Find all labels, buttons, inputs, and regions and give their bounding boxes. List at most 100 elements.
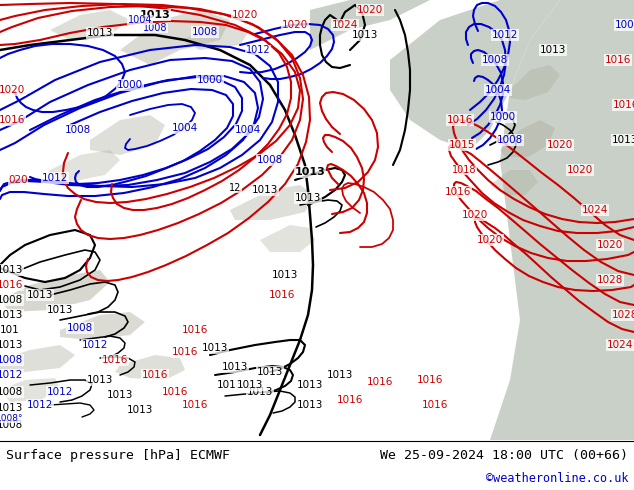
Text: 1013: 1013 xyxy=(540,45,566,55)
Polygon shape xyxy=(180,25,250,50)
Text: 1013: 1013 xyxy=(295,193,321,203)
Text: 1013: 1013 xyxy=(0,403,23,413)
Text: 1016: 1016 xyxy=(162,387,188,397)
Text: 1004: 1004 xyxy=(485,85,511,95)
Text: 1013: 1013 xyxy=(87,375,113,385)
Text: 1016: 1016 xyxy=(0,115,25,125)
Text: 1013: 1013 xyxy=(47,305,73,315)
Text: 1013: 1013 xyxy=(327,370,353,380)
Text: 1013: 1013 xyxy=(0,340,23,350)
Text: 1008: 1008 xyxy=(67,323,93,333)
Text: 1000: 1000 xyxy=(490,112,516,122)
Text: Surface pressure [hPa] ECMWF: Surface pressure [hPa] ECMWF xyxy=(6,448,230,462)
Text: 1013: 1013 xyxy=(27,290,53,300)
Text: 1008: 1008 xyxy=(65,125,91,135)
Text: 1016: 1016 xyxy=(182,400,208,410)
Text: 1008: 1008 xyxy=(143,23,167,33)
Text: 1016: 1016 xyxy=(269,290,295,300)
Text: 1020: 1020 xyxy=(0,85,25,95)
Text: 1013: 1013 xyxy=(272,270,298,280)
Polygon shape xyxy=(260,225,315,252)
Text: 1016: 1016 xyxy=(447,115,473,125)
Text: 1024: 1024 xyxy=(607,340,633,350)
Text: 1015: 1015 xyxy=(449,140,476,150)
Text: 1008: 1008 xyxy=(615,20,634,30)
Text: 1012: 1012 xyxy=(27,400,53,410)
Polygon shape xyxy=(0,345,75,372)
Polygon shape xyxy=(490,170,538,195)
Text: 1013: 1013 xyxy=(107,390,133,400)
Polygon shape xyxy=(115,355,185,380)
Text: 020: 020 xyxy=(8,175,28,185)
Text: 1000: 1000 xyxy=(197,75,223,85)
Text: 1008: 1008 xyxy=(482,55,508,65)
Polygon shape xyxy=(310,0,430,50)
Text: 1013: 1013 xyxy=(297,380,323,390)
Text: 1020: 1020 xyxy=(462,210,488,220)
Text: 1013: 1013 xyxy=(202,343,228,353)
Text: 1013: 1013 xyxy=(0,310,23,320)
Text: 1013: 1013 xyxy=(237,380,263,390)
Text: 1008: 1008 xyxy=(0,355,23,365)
Text: 1020: 1020 xyxy=(357,5,383,15)
Text: ©weatheronline.co.uk: ©weatheronline.co.uk xyxy=(486,471,628,485)
Text: 1020: 1020 xyxy=(477,235,503,245)
Polygon shape xyxy=(480,0,634,440)
Text: 1008: 1008 xyxy=(0,387,23,397)
Text: 1013: 1013 xyxy=(127,405,153,415)
Text: 1016: 1016 xyxy=(417,375,443,385)
Polygon shape xyxy=(0,270,110,312)
Text: 1008: 1008 xyxy=(257,155,283,165)
Text: 1004: 1004 xyxy=(235,125,261,135)
Text: 1013: 1013 xyxy=(295,167,325,177)
Text: 1004: 1004 xyxy=(127,15,152,25)
Text: 1012: 1012 xyxy=(47,387,73,397)
Polygon shape xyxy=(510,65,560,100)
Text: 1013: 1013 xyxy=(252,185,278,195)
Text: 1013: 1013 xyxy=(352,30,378,40)
Text: 1028: 1028 xyxy=(612,310,634,320)
Polygon shape xyxy=(120,10,230,65)
Text: 12: 12 xyxy=(229,183,241,193)
Text: 1028: 1028 xyxy=(597,275,623,285)
Text: 1016: 1016 xyxy=(337,395,363,405)
Text: 1020: 1020 xyxy=(567,165,593,175)
Text: 1016: 1016 xyxy=(102,355,128,365)
Text: 1016: 1016 xyxy=(367,377,393,387)
Text: 1024: 1024 xyxy=(582,205,608,215)
Text: 1012: 1012 xyxy=(82,340,108,350)
Text: 1016: 1016 xyxy=(172,347,198,357)
Text: 101: 101 xyxy=(0,325,20,335)
Polygon shape xyxy=(545,0,634,60)
Polygon shape xyxy=(0,378,60,402)
Text: 1013: 1013 xyxy=(0,265,23,275)
Text: 1024: 1024 xyxy=(332,20,358,30)
Text: 1012: 1012 xyxy=(246,45,270,55)
Text: 1020: 1020 xyxy=(232,10,258,20)
Text: 1016: 1016 xyxy=(142,370,168,380)
Text: 1000: 1000 xyxy=(117,80,143,90)
Text: 1016: 1016 xyxy=(605,55,631,65)
Text: 1008: 1008 xyxy=(0,295,23,305)
Text: 1013: 1013 xyxy=(222,362,248,372)
Text: 1016: 1016 xyxy=(445,187,471,197)
Text: We 25-09-2024 18:00 UTC (00+66): We 25-09-2024 18:00 UTC (00+66) xyxy=(380,448,628,462)
Text: 1012: 1012 xyxy=(42,173,68,183)
Text: 1020: 1020 xyxy=(282,20,308,30)
Polygon shape xyxy=(45,150,120,182)
Text: 1008°: 1008° xyxy=(0,414,23,422)
Text: 1020: 1020 xyxy=(547,140,573,150)
Text: 1013: 1013 xyxy=(139,10,171,20)
Text: 1013: 1013 xyxy=(247,387,273,397)
Text: 1018: 1018 xyxy=(452,165,476,175)
Text: 1008: 1008 xyxy=(0,420,23,430)
Polygon shape xyxy=(390,0,560,150)
Text: 1016: 1016 xyxy=(422,400,448,410)
Text: 1013: 1013 xyxy=(297,400,323,410)
Text: 1008: 1008 xyxy=(497,135,523,145)
Polygon shape xyxy=(230,185,315,220)
Text: 1013: 1013 xyxy=(217,380,243,390)
Text: 1012: 1012 xyxy=(492,30,518,40)
Text: 1013: 1013 xyxy=(612,135,634,145)
Text: 1016: 1016 xyxy=(613,100,634,110)
